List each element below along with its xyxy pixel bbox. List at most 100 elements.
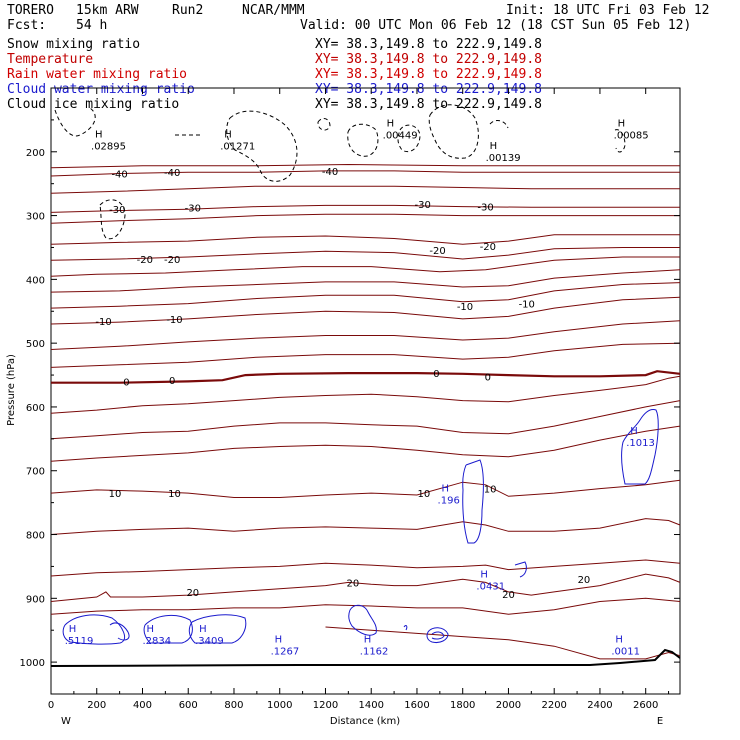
maximum-marker: H <box>199 624 207 635</box>
ice-contour <box>397 124 421 153</box>
legend-xy-rain: XY= 38.3,149.8 to 222.9,149.8 <box>315 67 542 82</box>
forecast-label: Fcst: <box>7 18 46 33</box>
legend-xy-temperature: XY= 38.3,149.8 to 222.9,149.8 <box>315 52 542 67</box>
temperature-label: -20 <box>137 255 153 266</box>
x-tick-label: 1600 <box>404 700 429 711</box>
init-time: Init: 18 UTC Fri 03 Feb 12 <box>506 3 710 18</box>
temperature-label: 0 <box>433 369 439 380</box>
x-tick-label: 2400 <box>587 700 612 711</box>
temperature-label: -30 <box>477 203 493 214</box>
temperature-contour <box>50 256 680 277</box>
y-tick-label: 700 <box>26 467 45 478</box>
maximum-value: .2834 <box>142 636 171 647</box>
legend: Snow mixing ratio XY= 38.3,149.8 to 222.… <box>7 37 542 112</box>
temperature-label: -40 <box>164 168 180 179</box>
x-tick-label: 400 <box>133 700 152 711</box>
temperature-label: -30 <box>185 203 201 214</box>
legend-label-temperature: Temperature <box>7 52 93 67</box>
plot-frame <box>50 87 681 695</box>
forecast-hours: 54 h <box>76 18 107 33</box>
temperature-contour <box>50 518 681 535</box>
model-resolution: 15km ARW <box>76 3 139 18</box>
temperature-label: -10 <box>519 300 535 311</box>
temperature-contour <box>50 425 681 462</box>
legend-label-cloud-ice: Cloud ice mixing ratio <box>7 97 179 112</box>
maximum-marker: H <box>146 624 154 635</box>
maximum-marker: H <box>69 624 77 635</box>
temperature-label: 10 <box>484 485 497 496</box>
temperature-contour <box>51 370 681 384</box>
y-tick-label: 600 <box>26 403 45 414</box>
temperature-contour <box>50 163 680 169</box>
east-end-label: E <box>657 716 663 727</box>
maximum-marker: H <box>364 635 372 646</box>
temperature-contour <box>50 234 680 245</box>
legend-label-cloud-water: Cloud water mixing ratio <box>7 82 195 97</box>
y-tick-label: 500 <box>26 339 45 350</box>
ice-contour <box>489 120 509 129</box>
maximum-value: .1267 <box>271 647 300 658</box>
temperature-label: -20 <box>164 255 180 266</box>
legend-xy-cloud-water: XY= 38.3,149.8 to 222.9,149.8 <box>315 82 542 97</box>
temperature-label: -30 <box>109 205 125 216</box>
x-axis-label: Distance (km) <box>330 716 400 727</box>
legend-label-rain: Rain water mixing ratio <box>7 67 187 82</box>
temperature-contour <box>50 204 680 213</box>
maximum-marker: H <box>480 570 488 581</box>
maximum-value: .5119 <box>65 636 94 647</box>
y-tick-label: 800 <box>26 531 45 542</box>
cloud-water-contour <box>462 459 484 544</box>
maximum-value: .196 <box>438 495 460 506</box>
cloud-water-contour <box>188 614 247 644</box>
legend-label-snow: Snow mixing ratio <box>7 37 140 52</box>
x-tick-label: 1000 <box>267 700 292 711</box>
temperature-label: 10 <box>417 489 430 500</box>
temperature-contour <box>50 342 681 368</box>
ice-contour <box>226 110 298 182</box>
temperature-contour <box>50 400 681 440</box>
temperature-label: 0 <box>169 376 175 387</box>
ice-contour <box>54 107 96 137</box>
maximum-value: .0011 <box>611 647 640 658</box>
y-tick-label: 1000 <box>20 658 45 669</box>
temperature-contour <box>50 479 681 498</box>
x-tick-label: 1400 <box>358 700 383 711</box>
temperature-label: -10 <box>166 315 182 326</box>
ice-contour <box>428 104 479 159</box>
model-run: Run2 <box>172 3 203 18</box>
x-tick-label: 800 <box>224 700 243 711</box>
temperature-label: 0 <box>123 377 129 388</box>
temperature-label: 10 <box>168 489 181 500</box>
cloud-water-contour <box>109 622 130 641</box>
temperature-contour <box>50 559 681 577</box>
maximum-value: .00085 <box>614 131 649 142</box>
maximum-marker: H <box>95 129 103 140</box>
maximum-value: .0431 <box>476 582 505 593</box>
temperature-label: 0 <box>485 372 491 383</box>
cloud-water-contour <box>348 604 377 636</box>
valid-time: Valid: 00 UTC Mon 06 Feb 12 (18 CST Sun … <box>300 18 691 33</box>
model-name: TORERO <box>7 3 54 18</box>
temperature-contour <box>50 375 681 414</box>
temperature-label: 10 <box>109 489 122 500</box>
maximum-value: .01271 <box>220 141 255 152</box>
west-end-label: W <box>61 716 71 727</box>
temperature-contour <box>50 296 681 325</box>
x-tick-label: 2000 <box>496 700 521 711</box>
x-tick-label: 1800 <box>450 700 475 711</box>
y-axis-label: Pressure (hPa) <box>6 354 17 426</box>
cloud-water-contour <box>621 409 659 485</box>
temperature-label: 20 <box>347 578 360 589</box>
maximum-marker: H <box>618 119 626 130</box>
maximum-value: .02895 <box>91 141 126 152</box>
x-tick-label: 1200 <box>313 700 338 711</box>
maximum-marker: H <box>442 483 450 494</box>
cloud-water-contour <box>514 561 527 578</box>
temperature-contour <box>50 170 680 177</box>
temperature-contour <box>50 282 681 309</box>
model-org: NCAR/MMM <box>242 3 305 18</box>
y-tick-label: 300 <box>26 212 45 223</box>
x-tick-label: 2600 <box>633 700 658 711</box>
ice-contour <box>317 118 331 131</box>
